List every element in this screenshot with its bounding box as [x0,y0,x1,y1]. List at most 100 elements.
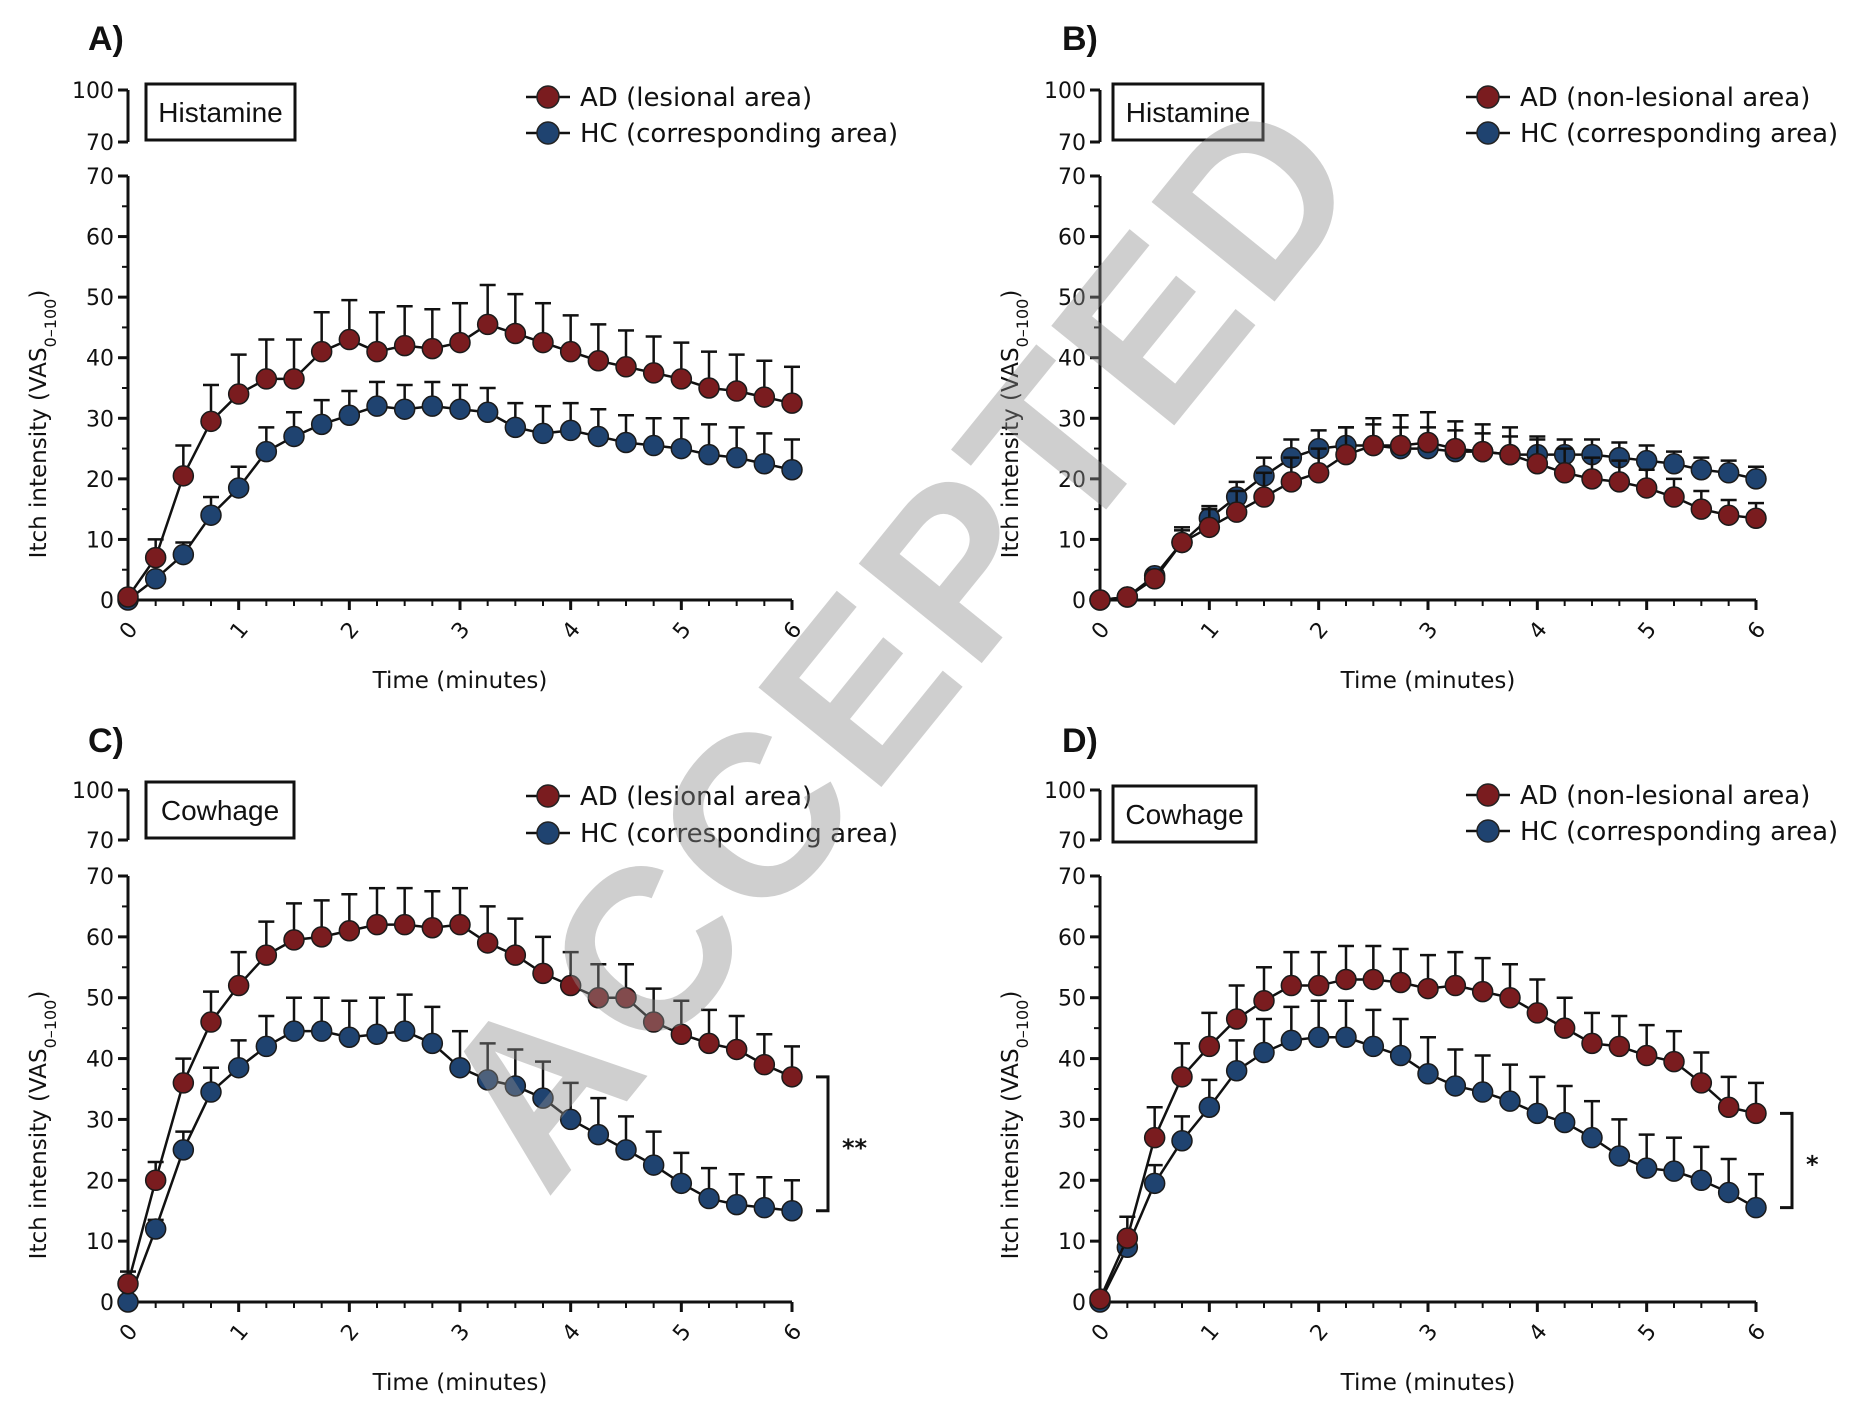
legend-marker [1476,85,1500,109]
data-point [1225,1008,1248,1030]
legend-entry: AD (non-lesional area) [1520,83,1810,113]
y-tick-label: 70 [86,865,114,890]
data-point [1444,437,1467,460]
y-tick-label: 30 [86,1108,114,1133]
x-tick-label: 1 [1196,618,1224,645]
stimulus-label: Histamine [1126,97,1250,128]
data-point [1663,1160,1685,1182]
significance-marker: ** [842,1134,868,1162]
y-tick-label: 20 [1058,468,1086,493]
data-point [753,386,776,408]
data-point [476,313,499,336]
series-line [1098,978,1757,1300]
data-point [1581,1126,1603,1149]
x-tick-label: 5 [1634,618,1662,645]
data-point [1471,980,1494,1003]
data-point [449,331,471,354]
panel-label: B) [1062,20,1098,58]
data-point [753,1196,776,1219]
data-point [587,986,610,1009]
y-break-tick-label: 70 [1058,131,1086,156]
data-point [144,1169,167,1192]
data-point [670,368,693,390]
series-line [126,323,793,598]
data-point [1745,1196,1767,1219]
series-hc [117,380,803,611]
series-ad [117,283,803,608]
significance-marker: * [1806,1151,1819,1179]
x-tick-label: 0 [1087,1320,1115,1347]
y-break-tick-label: 70 [86,829,114,854]
data-point [1253,486,1275,508]
y-tick-label: 40 [1058,347,1086,372]
data-point [1253,1041,1275,1064]
x-tick-label: 4 [1524,618,1552,645]
data-point [1635,477,1658,499]
data-point [117,586,139,608]
y-axis-title-main: Itch intensity (VAS [998,1048,1024,1259]
data-point [1717,1096,1740,1119]
data-point [449,1056,471,1079]
y-axis-title-subscript: 0–100 [1013,299,1032,348]
legend-entry: HC (corresponding area) [1520,119,1838,149]
data-point [1526,452,1549,475]
data-point [559,974,582,997]
data-point [255,368,278,390]
legend-marker [536,121,560,145]
stimulus-box [1111,784,1258,844]
data-point [781,1066,803,1088]
significance-bracket [1780,1111,1794,1210]
data-point [1280,1029,1303,1052]
data-point [1089,1288,1111,1310]
legend-entry: HC (corresponding area) [1520,817,1838,847]
x-axis-title: Time (minutes) [372,1370,548,1396]
data-point [255,944,278,966]
data-point [172,465,195,487]
data-point [615,431,637,454]
data-point [1417,977,1439,1000]
x-tick-label: 3 [1415,1320,1443,1347]
data-point [283,929,305,951]
data-point [1389,1044,1412,1067]
y-axis-title: Itch intensity (VAS0–100) [998,991,1032,1260]
data-point [393,1020,416,1042]
legend-marker [1476,819,1500,843]
data-point [1225,501,1248,523]
stimulus-label: Cowhage [1125,799,1243,830]
data-point [559,1108,582,1131]
legend-marker [536,85,560,109]
x-tick-label: 1 [1196,1320,1224,1347]
y-tick-label: 10 [1058,1230,1086,1255]
y-break-tick-label: 70 [86,131,114,156]
x-tick-label: 5 [1634,1320,1662,1347]
y-axis-title: Itch intensity (VAS0–100) [26,290,60,559]
y-axis-title-main: Itch intensity (VAS [998,347,1024,558]
data-point [310,926,333,948]
data-point [753,1053,776,1076]
data-point [1225,1059,1248,1082]
data-point [1526,1002,1549,1024]
data-point [1663,1050,1685,1073]
y-tick-label: 20 [86,468,114,493]
y-tick-label: 30 [86,407,114,432]
data-point [310,413,333,436]
data-point [587,1123,610,1146]
data-point [366,913,388,936]
data-point [172,543,195,566]
data-point [393,334,416,357]
data-point [504,322,527,345]
data-point [1198,516,1221,539]
data-point [476,401,499,423]
data-point [781,459,803,481]
data-point [781,1199,803,1222]
data-point [1280,471,1303,493]
stimulus-box [1111,82,1265,142]
data-point [1745,507,1767,529]
data-point [366,1023,388,1045]
stimulus-box [144,82,297,142]
x-tick-label: 6 [779,1320,807,1347]
x-tick-label: 5 [668,618,696,645]
data-point [1444,974,1467,997]
data-point [1335,443,1357,466]
data-point [1499,1090,1521,1112]
